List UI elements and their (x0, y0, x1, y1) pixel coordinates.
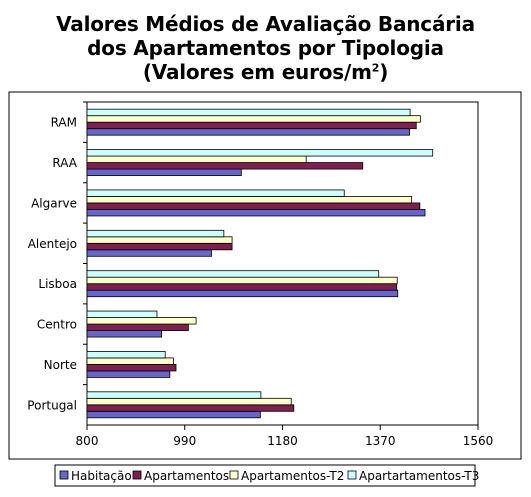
y-axis-category-label: Lisboa (38, 277, 77, 291)
bar (86, 108, 411, 117)
y-axis-category-label: Algarve (31, 196, 77, 210)
bar (86, 391, 262, 399)
bar (86, 330, 162, 338)
chart-title-line-3-suffix: ) (379, 60, 389, 84)
bar (86, 310, 158, 318)
bar (86, 115, 421, 123)
bar (86, 128, 410, 136)
y-axis-category-label: RAM (51, 116, 77, 130)
bar (86, 351, 166, 359)
bar (86, 242, 233, 251)
x-axis-tick-label: 1560 (463, 434, 494, 448)
chart-title-line-3-sup: 2 (371, 61, 380, 75)
bar (86, 236, 233, 244)
bar (86, 276, 398, 285)
chart-title-line-3-prefix: (Valores em euros/m (142, 60, 372, 84)
legend-label: Habitação (71, 469, 132, 483)
bar (86, 283, 398, 291)
bar (86, 149, 434, 157)
bar (86, 323, 189, 331)
bar (86, 229, 225, 238)
bar (86, 155, 307, 163)
bar (86, 289, 399, 298)
y-axis-category-label: Centro (37, 318, 77, 332)
chart-title-line-3: (Valores em euros/m2) (0, 61, 531, 84)
bar (86, 202, 421, 210)
x-axis-tick-label: 1180 (267, 434, 298, 448)
bar (86, 270, 380, 278)
bar (86, 168, 242, 176)
bar (86, 404, 295, 412)
bar (86, 317, 197, 325)
legend-swatch (59, 470, 69, 480)
y-axis-category-label: Portugal (27, 398, 77, 412)
y-axis-category-label: Norte (44, 358, 77, 372)
legend-label: Apartamentos (144, 469, 229, 483)
bar (86, 410, 261, 419)
bar (86, 196, 413, 204)
legend-label: Apartartamentos-T3 (359, 469, 479, 483)
bar (86, 121, 417, 130)
y-axis-category-label: RAA (52, 156, 77, 170)
bar (86, 364, 177, 372)
bar (86, 370, 171, 378)
x-axis-tick-label: 990 (173, 434, 196, 448)
bar (86, 249, 212, 257)
legend-swatch (347, 470, 357, 480)
y-axis-category-label: Alentejo (28, 237, 77, 251)
legend-swatch (229, 470, 239, 480)
chart-title-line-1: Valores Médios de Avaliação Bancária (56, 12, 475, 36)
bar (86, 357, 174, 365)
bar (86, 162, 364, 170)
legend-label: Apartamentos-T2 (241, 469, 344, 483)
legend-swatch (132, 470, 142, 480)
bar (86, 209, 426, 217)
bar (86, 397, 292, 406)
bar (86, 189, 345, 197)
x-axis-tick-label: 1370 (365, 434, 396, 448)
x-axis-tick-label: 800 (76, 434, 99, 448)
legend-box (54, 464, 476, 487)
chart-title-line-2: dos Apartamentos por Tipologia (87, 36, 444, 60)
